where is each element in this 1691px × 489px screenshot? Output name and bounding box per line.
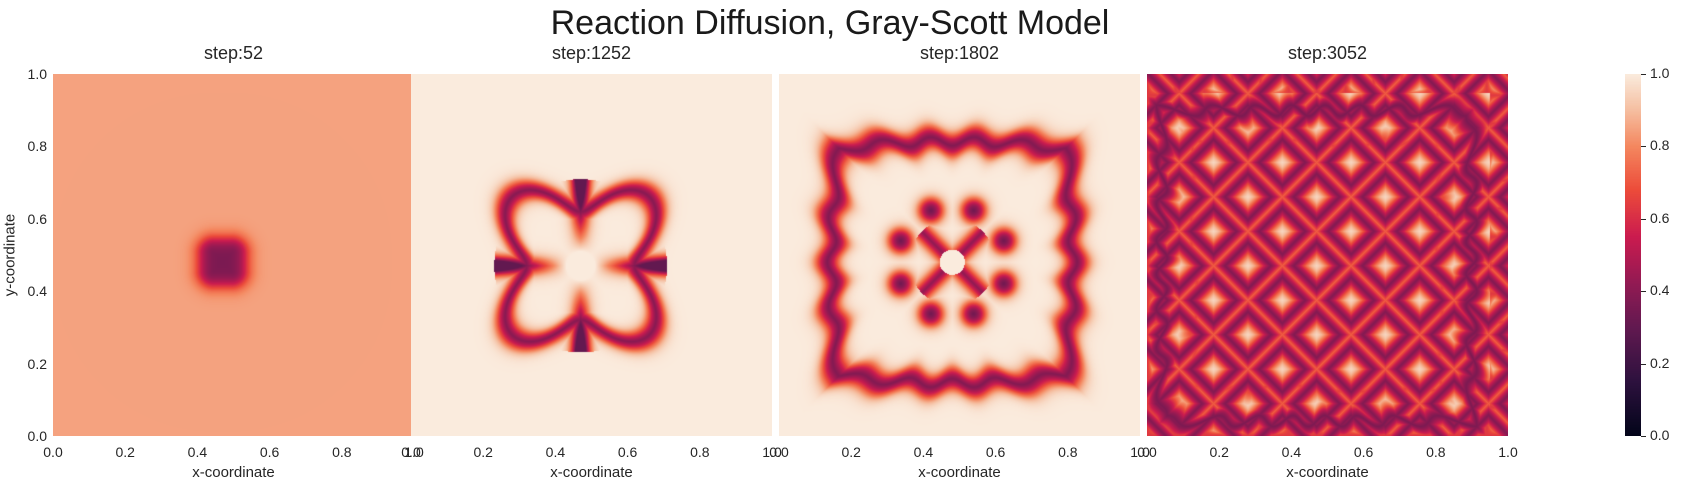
- panel-1-xtick: 0.2: [115, 444, 135, 460]
- panel-4-xtick: 1.0: [1498, 444, 1518, 460]
- panel-3-xtick: 0.0: [769, 444, 789, 460]
- colorbar-tick-label: 0.0: [1650, 427, 1670, 443]
- heatmap-panel-2: [411, 74, 772, 436]
- panel-4-xtick: 0.6: [1353, 444, 1374, 460]
- panel-2-xlabel: x-coordinate: [550, 464, 633, 481]
- panel-3-xtick: 0.8: [1058, 444, 1078, 460]
- heatmap-image-2: [411, 74, 772, 436]
- panel-3-xtick: 1.0: [1130, 444, 1150, 460]
- colorbar-tick-label: 0.8: [1650, 137, 1670, 154]
- panel-2-xtick: 0.2: [473, 444, 493, 460]
- colorbar-tick-label: 0.4: [1650, 282, 1670, 299]
- colorbar: [1625, 74, 1641, 436]
- panel-3-xtick: 0.4: [913, 444, 934, 460]
- heatmap-image-3: [779, 74, 1140, 436]
- colorbar-tick-mark: [1641, 363, 1646, 365]
- panel-1-xtick: 1.0: [404, 444, 424, 460]
- panel-4-xtick: 0.2: [1209, 444, 1229, 460]
- panel-4-xlabel: x-coordinate: [1286, 464, 1369, 481]
- panel-2-title: step:1252: [551, 43, 632, 63]
- panel-1-ytick: 0.0: [27, 428, 47, 444]
- panel-4-xtick: 0.8: [1426, 444, 1446, 460]
- panel-2-xtick: 0.6: [617, 444, 638, 460]
- panel-3-xtick: 0.2: [841, 444, 861, 460]
- panel-1-xlabel: x-coordinate: [192, 464, 275, 481]
- panel-2-xtick: 1.0: [762, 444, 782, 460]
- heatmap-image-4: [1147, 74, 1508, 436]
- panel-4-xtick: 0.0: [1137, 444, 1157, 460]
- colorbar-tick-label: 0.6: [1650, 209, 1670, 226]
- colorbar-gradient: [1625, 74, 1641, 436]
- panel-3-xlabel: x-coordinate: [918, 464, 1001, 481]
- colorbar-tick-label: 1.0: [1650, 65, 1670, 81]
- panel-4-xtick: 0.4: [1281, 444, 1302, 460]
- heatmap-image-1: [53, 74, 414, 436]
- panel-3-xtick: 0.6: [985, 444, 1006, 460]
- panel-1-xtick: 0.4: [187, 444, 208, 460]
- panel-1-ytick: 0.4: [27, 283, 47, 300]
- panel-1-xtick: 0.6: [259, 444, 280, 460]
- panel-1-ytick: 0.6: [27, 210, 47, 227]
- panel-1-xtick: 0.8: [332, 444, 352, 460]
- panel-1-ytick: 1.0: [27, 66, 47, 82]
- figure-title: Reaction Diffusion, Gray-Scott Model: [550, 4, 1110, 42]
- panel-2-xtick: 0.8: [690, 444, 710, 460]
- panel-1-xtick: 0.0: [43, 444, 63, 460]
- panel-2-xtick: 0.4: [545, 444, 566, 460]
- colorbar-tick-mark: [1641, 74, 1646, 75]
- heatmap-panel-1: [53, 74, 414, 436]
- colorbar-tick-mark: [1641, 436, 1646, 437]
- colorbar-tick-mark: [1641, 218, 1646, 220]
- panel-1-title: step:52: [203, 43, 264, 63]
- panel-1-ylabel: y-coordinate: [1, 213, 19, 297]
- colorbar-tick-mark: [1641, 146, 1646, 148]
- colorbar-tick-mark: [1641, 291, 1646, 293]
- panel-1-ytick: 0.2: [27, 355, 47, 372]
- heatmap-panel-4: [1147, 74, 1508, 436]
- colorbar-tick-label: 0.2: [1650, 354, 1670, 371]
- heatmap-panel-3: [779, 74, 1140, 436]
- panel-3-title: step:1802: [919, 43, 1000, 63]
- panel-2-xtick: 0.0: [401, 444, 421, 460]
- panel-1-ytick: 0.8: [27, 138, 47, 155]
- panel-4-title: step:3052: [1287, 43, 1368, 63]
